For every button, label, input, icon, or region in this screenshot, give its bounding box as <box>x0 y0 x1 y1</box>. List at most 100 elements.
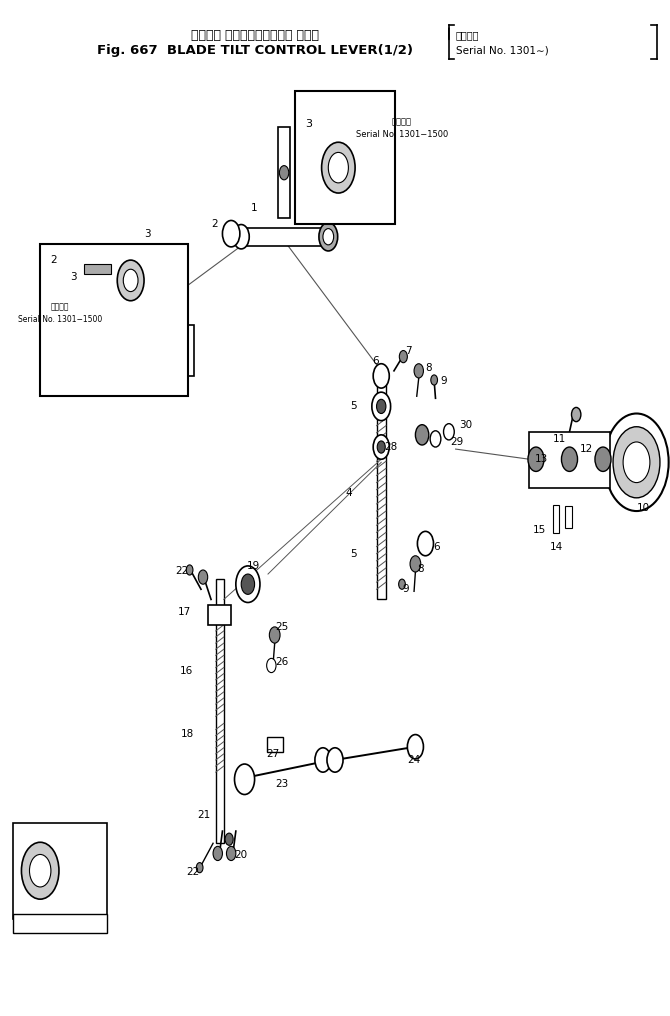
Text: 8: 8 <box>417 564 424 574</box>
Text: 13: 13 <box>535 454 548 464</box>
Text: 4: 4 <box>345 488 352 498</box>
Circle shape <box>234 764 255 795</box>
Circle shape <box>561 447 578 471</box>
Text: 適用号機: 適用号機 <box>51 303 70 311</box>
Text: 10: 10 <box>636 503 650 513</box>
Text: 15: 15 <box>533 525 546 535</box>
Circle shape <box>241 574 255 594</box>
Circle shape <box>21 842 59 899</box>
Bar <box>267 737 283 752</box>
Text: 7: 7 <box>405 345 412 356</box>
Text: 20: 20 <box>234 850 248 861</box>
Circle shape <box>117 260 144 301</box>
Text: ブレード チルトコントロール レバー: ブレード チルトコントロール レバー <box>190 29 319 42</box>
Circle shape <box>267 658 276 673</box>
Circle shape <box>233 225 249 249</box>
Circle shape <box>528 447 544 471</box>
Circle shape <box>377 399 386 414</box>
Circle shape <box>407 735 423 759</box>
Bar <box>278 127 290 218</box>
Text: 3: 3 <box>70 272 77 282</box>
Circle shape <box>236 566 260 602</box>
Circle shape <box>414 364 423 378</box>
Text: Serial No. 1301−1500: Serial No. 1301−1500 <box>356 130 448 138</box>
Text: Serial No. 1301∼): Serial No. 1301∼) <box>456 46 548 56</box>
Text: 30: 30 <box>459 420 472 430</box>
Circle shape <box>279 166 289 180</box>
Bar <box>84 264 111 274</box>
Text: 19: 19 <box>247 561 260 571</box>
Text: 23: 23 <box>275 779 288 789</box>
Circle shape <box>322 142 355 193</box>
Text: 9: 9 <box>440 376 447 386</box>
Text: 14: 14 <box>549 542 563 552</box>
Text: 6: 6 <box>433 542 440 552</box>
Text: 29: 29 <box>450 437 464 447</box>
Circle shape <box>410 556 421 572</box>
Text: 12: 12 <box>580 444 593 454</box>
Circle shape <box>327 748 343 772</box>
Circle shape <box>373 435 389 459</box>
Circle shape <box>373 364 389 388</box>
Text: Serial No. 1301−1500: Serial No. 1301−1500 <box>18 315 103 323</box>
Circle shape <box>399 351 407 363</box>
Circle shape <box>29 854 51 887</box>
Bar <box>208 605 231 625</box>
Bar <box>565 506 572 528</box>
Circle shape <box>572 407 581 422</box>
Circle shape <box>315 748 331 772</box>
Bar <box>40 244 188 396</box>
Text: 9: 9 <box>402 584 409 594</box>
Text: 11: 11 <box>553 434 566 444</box>
Text: 22: 22 <box>176 566 189 576</box>
Text: 5: 5 <box>350 401 356 411</box>
Circle shape <box>372 392 391 421</box>
Text: 28: 28 <box>384 442 397 452</box>
Bar <box>295 91 395 224</box>
Circle shape <box>604 414 669 511</box>
Text: Fig. 667  BLADE TILT CONTROL LEVER(1/2): Fig. 667 BLADE TILT CONTROL LEVER(1/2) <box>96 45 413 57</box>
Circle shape <box>377 441 385 453</box>
Circle shape <box>225 833 233 845</box>
Circle shape <box>623 442 650 483</box>
Circle shape <box>595 447 611 471</box>
Circle shape <box>613 427 660 498</box>
Text: 5: 5 <box>350 549 356 559</box>
Text: 22: 22 <box>186 867 200 877</box>
Text: 2: 2 <box>211 218 218 229</box>
Circle shape <box>415 425 429 445</box>
Text: 25: 25 <box>275 622 288 632</box>
Bar <box>216 579 224 843</box>
Bar <box>529 432 610 488</box>
Text: 2: 2 <box>50 255 57 265</box>
Bar <box>377 376 386 599</box>
Bar <box>553 505 559 533</box>
Circle shape <box>319 223 338 251</box>
Circle shape <box>186 565 193 575</box>
Circle shape <box>123 269 138 292</box>
Circle shape <box>198 570 208 584</box>
Text: 18: 18 <box>181 728 194 739</box>
Circle shape <box>399 579 405 589</box>
Text: 8: 8 <box>425 363 432 373</box>
Text: 21: 21 <box>198 810 211 820</box>
Text: 6: 6 <box>372 356 379 366</box>
Text: 適用号機: 適用号機 <box>456 30 479 41</box>
Circle shape <box>431 375 438 385</box>
Text: 16: 16 <box>180 665 193 676</box>
Circle shape <box>213 846 222 861</box>
Bar <box>13 914 107 933</box>
Text: 26: 26 <box>275 657 288 668</box>
Bar <box>60 325 194 376</box>
Bar <box>74 371 181 386</box>
Circle shape <box>444 424 454 440</box>
Circle shape <box>417 531 433 556</box>
Text: 27: 27 <box>267 749 280 759</box>
Text: 3: 3 <box>305 119 312 129</box>
Text: 17: 17 <box>178 607 191 617</box>
Text: 3: 3 <box>144 229 151 239</box>
Text: 24: 24 <box>407 755 421 765</box>
Circle shape <box>226 846 236 861</box>
Bar <box>241 228 328 246</box>
Circle shape <box>269 627 280 643</box>
